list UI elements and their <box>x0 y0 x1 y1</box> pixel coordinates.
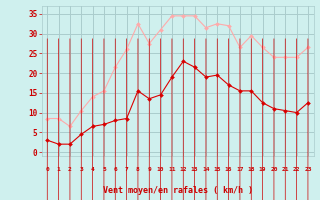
X-axis label: Vent moyen/en rafales ( km/h ): Vent moyen/en rafales ( km/h ) <box>103 186 252 195</box>
